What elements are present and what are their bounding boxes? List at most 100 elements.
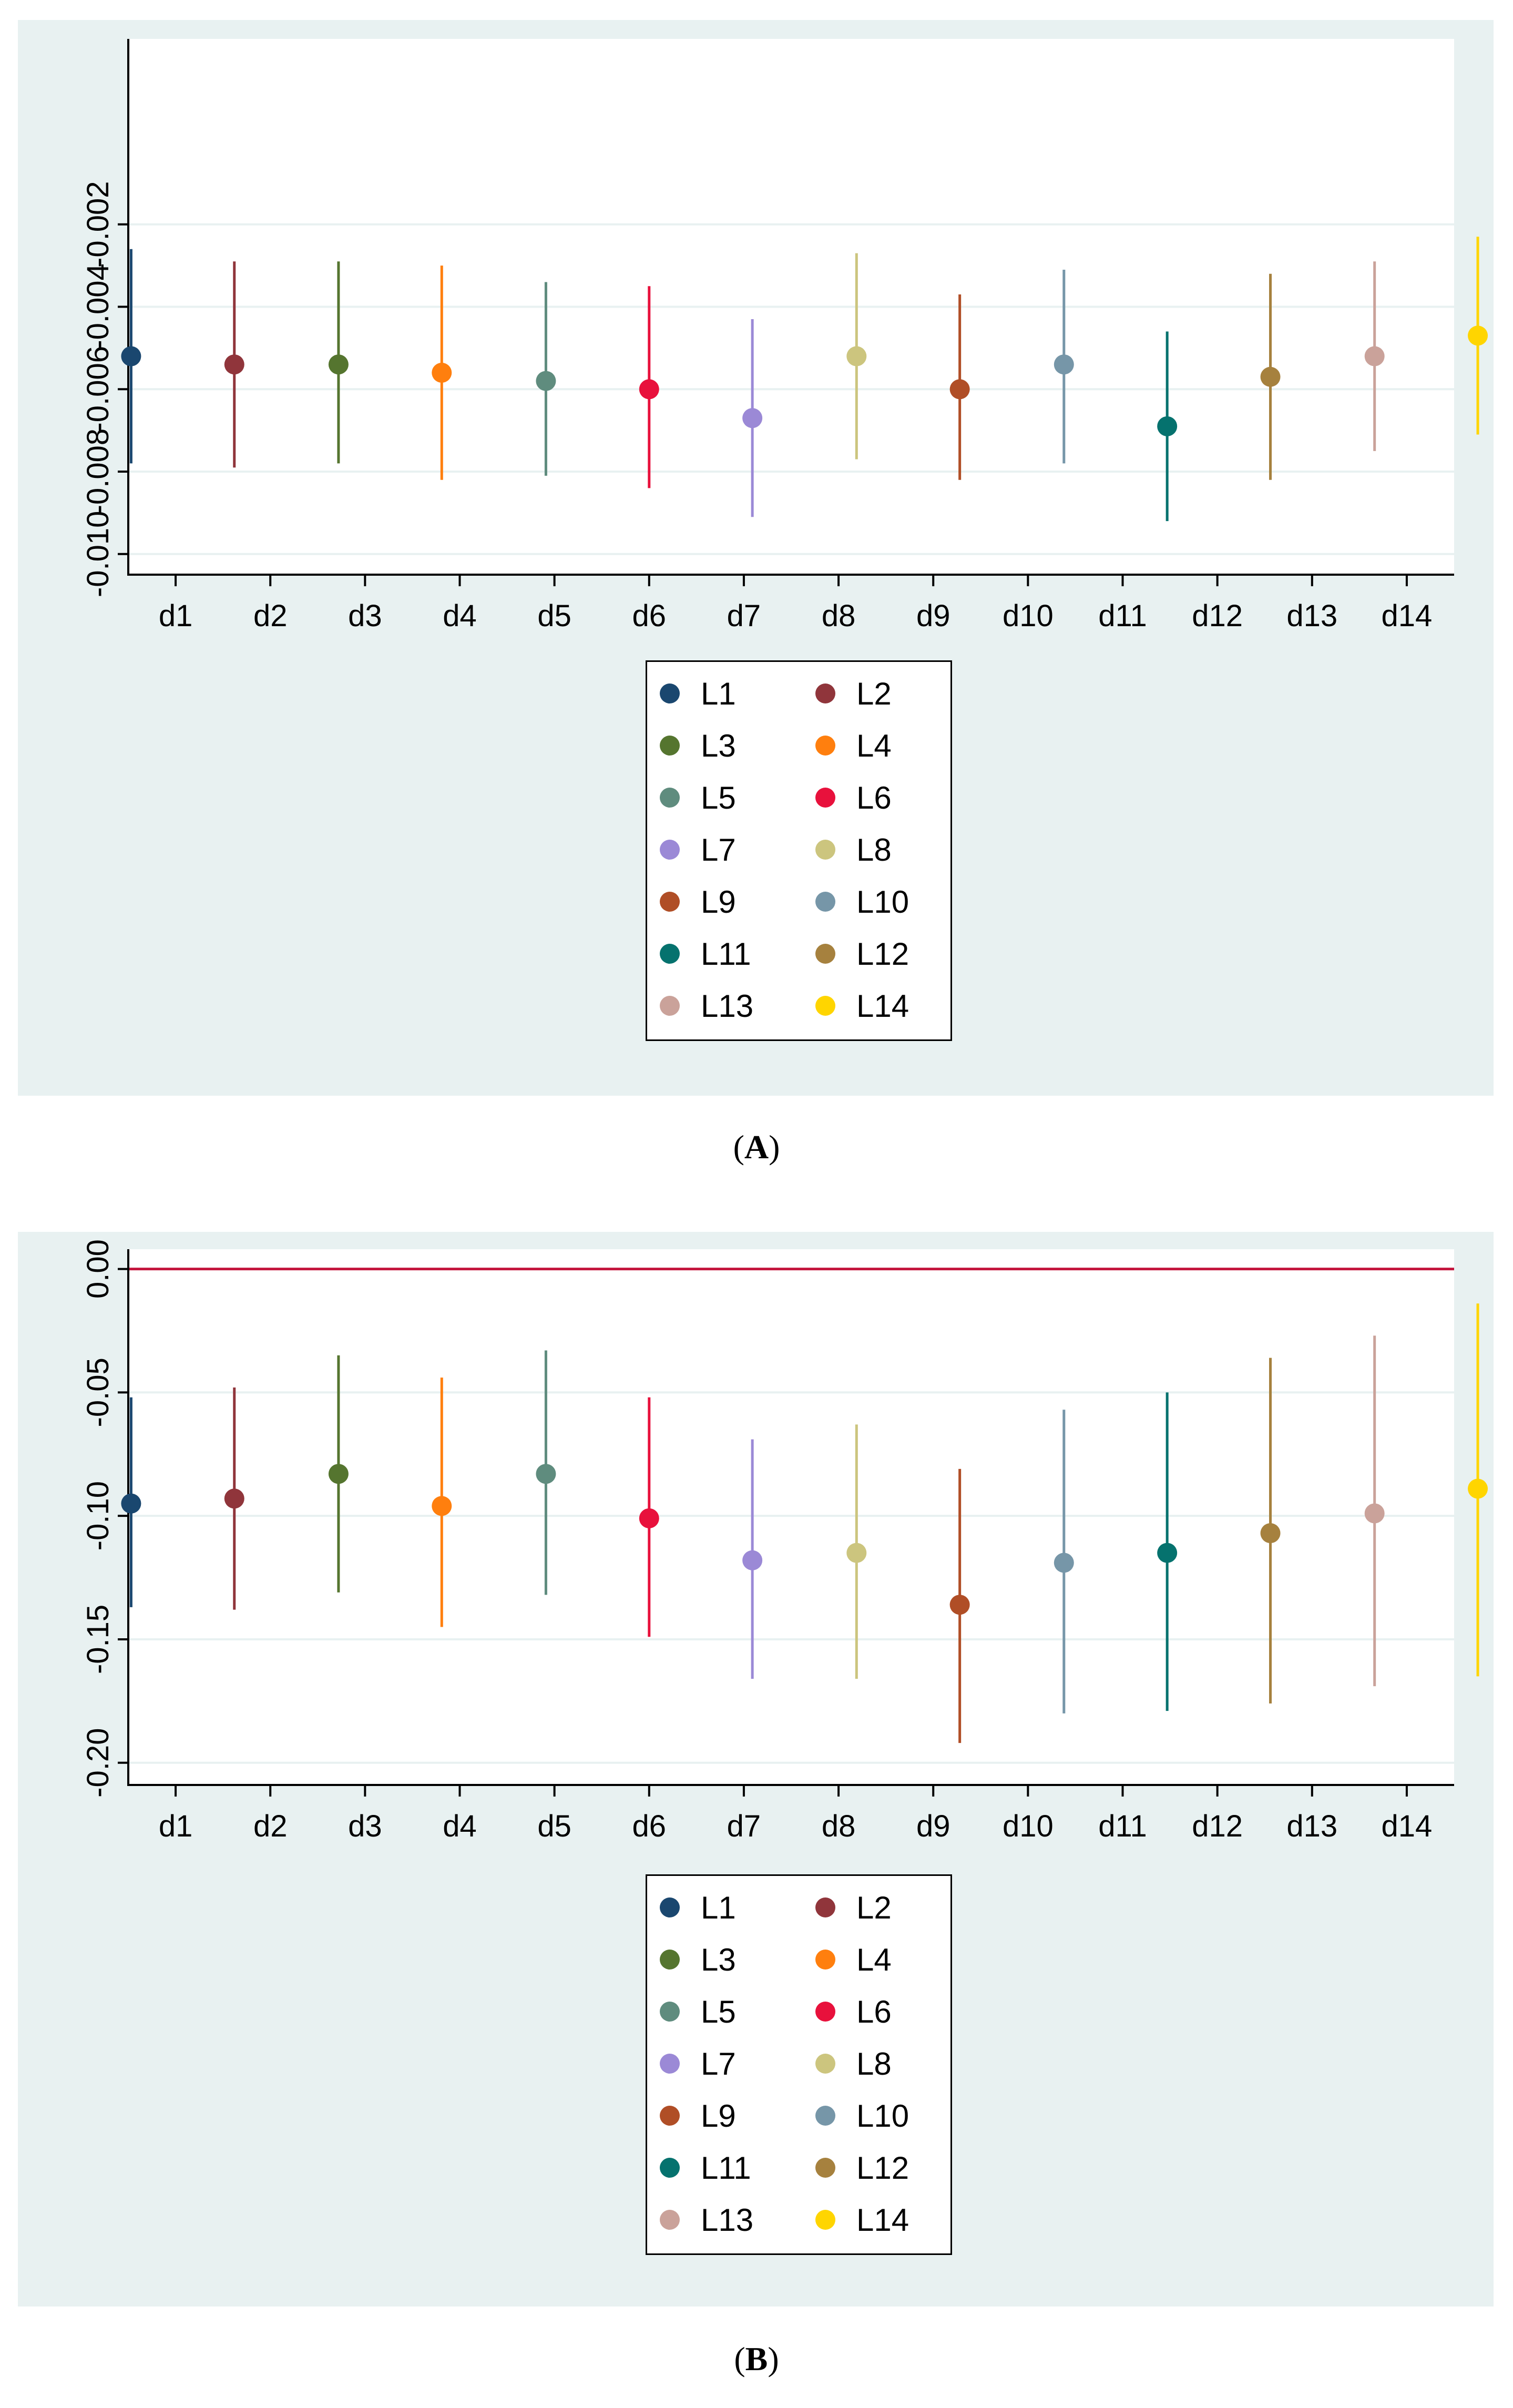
legend-label-l11: L11 bbox=[701, 936, 751, 972]
chart-a-svg: -0.010-0.008-0.006-0.004-0.002 d1 d2 d3 d4 d5… bbox=[81, 39, 1488, 633]
legend-item-l1: L1 bbox=[660, 1886, 736, 1929]
legend-marker-l14 bbox=[815, 996, 835, 1016]
point-l7-b bbox=[742, 1550, 763, 1570]
point-l6-a bbox=[639, 379, 659, 400]
legend-item-l12: L12 bbox=[815, 933, 909, 975]
legend-label-l14: L14 bbox=[856, 2202, 909, 2238]
legend-label-l4: L4 bbox=[856, 1942, 892, 1977]
x-tick-label-b: d12 bbox=[1192, 1809, 1243, 1843]
legend-item-l14: L14 bbox=[815, 2199, 909, 2241]
legend-item-l13: L13 bbox=[660, 985, 753, 1027]
point-l1-b bbox=[121, 1493, 141, 1514]
x-tick-label-b: d8 bbox=[822, 1809, 856, 1843]
legend-marker-l5 bbox=[660, 788, 680, 808]
legend-label-l12: L12 bbox=[856, 936, 909, 972]
legend-a: L1 L2 L3 L4 L5 L6 L7 L8 L9 L10 L11 L12 L13 L14 bbox=[646, 660, 952, 1041]
legend-marker-l3 bbox=[660, 1950, 680, 1970]
legend-label-l2: L2 bbox=[856, 676, 892, 711]
point-l14-a bbox=[1468, 325, 1488, 346]
x-tick-label-b: d6 bbox=[632, 1809, 667, 1843]
x-tick-label-a: d4 bbox=[443, 599, 477, 633]
point-l8-b bbox=[846, 1543, 867, 1563]
x-tick-label-b: d10 bbox=[1003, 1809, 1054, 1843]
point-l6-b bbox=[639, 1508, 659, 1528]
legend-label-l5: L5 bbox=[701, 1994, 736, 2029]
legend-label-l11: L11 bbox=[701, 2150, 751, 2186]
x-tick-label-b: d9 bbox=[916, 1809, 950, 1843]
legend-marker-l14 bbox=[815, 2210, 835, 2230]
legend-marker-l10 bbox=[815, 892, 835, 912]
legend-label-l7: L7 bbox=[701, 832, 736, 868]
point-l3-b bbox=[328, 1464, 349, 1484]
point-l11-a bbox=[1157, 416, 1178, 436]
legend-item-l11: L11 bbox=[660, 2147, 751, 2189]
point-l9-a bbox=[949, 379, 970, 400]
point-l3-a bbox=[328, 354, 349, 375]
legend-marker-l6 bbox=[815, 2002, 835, 2022]
legend-label-l6: L6 bbox=[856, 780, 892, 815]
point-l11-b bbox=[1157, 1543, 1178, 1563]
plot-area-b bbox=[128, 1249, 1454, 1785]
x-tick-label-b: d1 bbox=[159, 1809, 193, 1843]
legend-marker-l11 bbox=[660, 944, 680, 964]
legend-item-l10: L10 bbox=[815, 881, 909, 923]
point-l4-b bbox=[432, 1496, 452, 1516]
x-tick-label-a: d10 bbox=[1003, 599, 1054, 633]
x-tick-label-a: d8 bbox=[822, 599, 856, 633]
legend-marker-l3 bbox=[660, 736, 680, 756]
point-l2-a bbox=[224, 354, 244, 375]
legend-marker-l8 bbox=[815, 2054, 835, 2074]
legend-label-l4: L4 bbox=[856, 728, 892, 763]
legend-marker-l6 bbox=[815, 788, 835, 808]
legend-label-l5: L5 bbox=[701, 780, 736, 815]
x-tick-label-a: d9 bbox=[916, 599, 950, 633]
legend-item-l7: L7 bbox=[660, 829, 736, 871]
legend-label-l14: L14 bbox=[856, 988, 909, 1024]
panel-a: -0.010 -0.008 -0.006 -0.004 -0.002 d1 d2 d3 d4 d5… bbox=[18, 20, 1494, 1096]
legend-marker-l9 bbox=[660, 2106, 680, 2126]
x-tick-label-a: d13 bbox=[1286, 599, 1337, 633]
y-tick-label-b: -0.10 bbox=[81, 1481, 115, 1550]
y-tick-label-b: -0.20 bbox=[81, 1728, 115, 1798]
legend-item-l10: L10 bbox=[815, 2095, 909, 2137]
x-tick-label-a: d2 bbox=[253, 599, 288, 633]
x-tick-label-b: d7 bbox=[727, 1809, 761, 1843]
point-l5-b bbox=[536, 1464, 556, 1484]
point-l1-a bbox=[121, 346, 141, 366]
point-l12-a bbox=[1260, 366, 1281, 387]
legend-marker-l5 bbox=[660, 2002, 680, 2022]
legend-item-l1: L1 bbox=[660, 672, 736, 715]
point-l13-b bbox=[1364, 1503, 1385, 1524]
legend-label-l7: L7 bbox=[701, 2046, 736, 2082]
point-l14-b bbox=[1468, 1478, 1488, 1499]
legend-marker-l2 bbox=[815, 1897, 835, 1917]
legend-item-l9: L9 bbox=[660, 2095, 736, 2137]
legend-label-l6: L6 bbox=[856, 1994, 892, 2029]
y-tick-label-a: -0.004 bbox=[81, 263, 115, 350]
legend-b: L1 L2 L3 L4 L5 L6 L7 L8 L9 L10 L11 L12 L13 L14 bbox=[646, 1874, 952, 2255]
legend-marker-l8 bbox=[815, 840, 835, 860]
point-l2-b bbox=[224, 1488, 244, 1509]
legend-label-l10: L10 bbox=[856, 884, 909, 920]
caption-a: (A) bbox=[733, 1128, 780, 1166]
y-tick-label-a: -0.006 bbox=[81, 346, 115, 432]
point-l9-b bbox=[949, 1595, 970, 1615]
x-tick-label-a: d7 bbox=[727, 599, 761, 633]
x-tick-label-b: d14 bbox=[1382, 1809, 1433, 1843]
legend-label-l9: L9 bbox=[701, 2098, 736, 2134]
point-l4-a bbox=[432, 362, 452, 383]
legend-item-l5: L5 bbox=[660, 777, 736, 819]
y-tick-label-a: -0.008 bbox=[81, 428, 115, 515]
legend-label-l3: L3 bbox=[701, 1942, 736, 1977]
y-tick-label-b: -0.05 bbox=[81, 1358, 115, 1427]
y-tick-label-a: -0.010 bbox=[81, 511, 115, 597]
legend-label-l1: L1 bbox=[701, 676, 736, 711]
x-tick-label-a: d5 bbox=[537, 599, 571, 633]
x-tick-label-b: d13 bbox=[1286, 1809, 1337, 1843]
legend-marker-l7 bbox=[660, 2054, 680, 2074]
legend-marker-l4 bbox=[815, 736, 835, 756]
legend-item-l5: L5 bbox=[660, 1991, 736, 2033]
legend-item-l13: L13 bbox=[660, 2199, 753, 2241]
legend-item-l3: L3 bbox=[660, 725, 736, 767]
legend-marker-l4 bbox=[815, 1950, 835, 1970]
